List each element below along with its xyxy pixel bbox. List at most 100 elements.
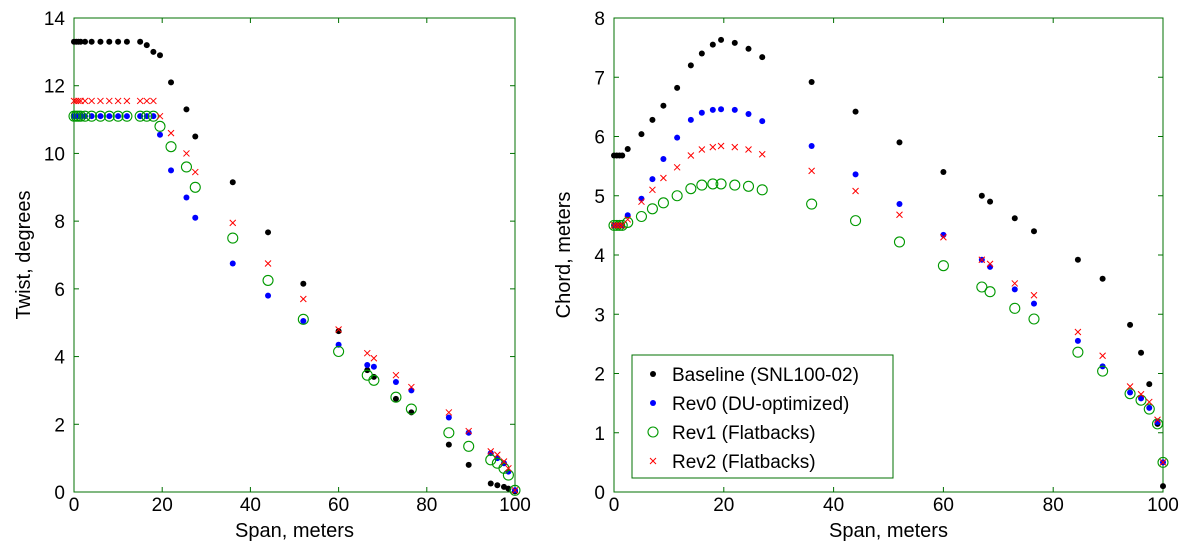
data-point	[1074, 256, 1081, 263]
data-point	[896, 211, 903, 219]
data-point	[616, 222, 623, 229]
data-point	[368, 374, 380, 386]
data-point	[265, 229, 272, 236]
data-point	[896, 139, 903, 146]
data-point	[731, 106, 738, 113]
data-point	[97, 113, 104, 120]
data-point	[756, 184, 768, 196]
data-point	[852, 108, 859, 115]
data-point	[660, 156, 667, 163]
data-point	[619, 152, 626, 159]
data-point	[698, 109, 705, 116]
data-point	[940, 169, 947, 176]
data-point	[333, 345, 345, 358]
data-point	[114, 97, 122, 105]
data-point	[405, 403, 417, 415]
x-tick-label: 100	[1147, 495, 1179, 516]
data-point	[638, 131, 645, 138]
data-point	[192, 214, 199, 221]
data-point	[707, 178, 719, 190]
data-point	[156, 112, 164, 120]
y-tick-label: 6	[594, 128, 605, 149]
data-point	[335, 326, 342, 333]
data-point	[115, 38, 122, 45]
y-tick-label: 12	[44, 77, 65, 98]
x-tick-label: 100	[499, 495, 531, 516]
data-point	[1157, 456, 1169, 468]
y-tick-label: 6	[54, 280, 65, 301]
data-point	[81, 97, 89, 105]
x-tick-label: 80	[416, 495, 437, 516]
data-point	[808, 167, 815, 175]
series-3	[68, 110, 521, 496]
data-point	[1135, 394, 1147, 406]
data-point	[671, 190, 683, 202]
legend-entry: Rev1 (Flatbacks)	[672, 423, 816, 444]
x-tick-label: 60	[328, 495, 349, 516]
data-point	[1011, 286, 1018, 293]
data-point	[94, 110, 107, 122]
data-point	[192, 133, 199, 140]
data-point	[167, 129, 175, 137]
data-point	[893, 236, 906, 248]
data-point	[143, 97, 151, 105]
x-tick-label: 60	[933, 495, 954, 516]
data-point	[1030, 228, 1037, 235]
data-point	[758, 150, 766, 158]
data-point	[121, 110, 133, 122]
legend-marker	[649, 457, 657, 465]
data-point	[1137, 390, 1145, 398]
data-point	[143, 42, 150, 49]
series-4	[70, 97, 519, 494]
data-point	[445, 414, 452, 421]
data-point	[635, 210, 648, 223]
data-point	[1009, 302, 1021, 314]
series-2	[71, 113, 518, 494]
data-point	[1074, 337, 1081, 344]
data-point	[613, 222, 621, 229]
data-point	[808, 142, 815, 149]
data-point	[649, 116, 656, 123]
data-point	[392, 371, 400, 379]
legend-entry: Baseline (SNL100-02)	[672, 365, 859, 386]
data-point	[123, 113, 130, 120]
data-point	[1138, 395, 1145, 402]
data-point	[618, 222, 626, 229]
data-point	[698, 146, 706, 153]
data-point	[494, 482, 501, 489]
data-point	[168, 79, 175, 86]
data-point	[674, 84, 681, 91]
legend-marker	[647, 426, 659, 438]
data-point	[168, 167, 175, 174]
series-1	[71, 38, 518, 495]
data-point	[646, 203, 658, 215]
data-point	[487, 480, 494, 487]
data-point	[147, 110, 159, 122]
data-point	[300, 318, 307, 325]
data-point	[299, 295, 307, 303]
y-axis-label: Twist, degrees	[13, 191, 35, 320]
data-point	[494, 451, 501, 459]
data-point	[709, 143, 717, 151]
data-point	[123, 97, 131, 105]
data-point	[660, 102, 667, 109]
data-point	[1072, 346, 1084, 358]
data-point	[1030, 291, 1038, 299]
data-point	[97, 97, 104, 105]
data-point	[229, 260, 236, 267]
data-point	[852, 171, 859, 178]
data-point	[390, 391, 402, 403]
data-point	[1011, 215, 1018, 222]
data-point	[1154, 416, 1161, 424]
data-point	[150, 48, 157, 55]
data-point	[262, 274, 274, 286]
x-tick-label: 0	[609, 495, 620, 516]
data-point	[189, 181, 201, 193]
x-tick-label: 20	[152, 495, 173, 516]
y-tick-label: 1	[594, 424, 605, 445]
data-point	[745, 146, 752, 153]
data-point	[742, 180, 755, 192]
x-tick-label: 80	[1043, 495, 1064, 516]
data-point	[1138, 349, 1145, 356]
data-point	[1011, 280, 1019, 287]
